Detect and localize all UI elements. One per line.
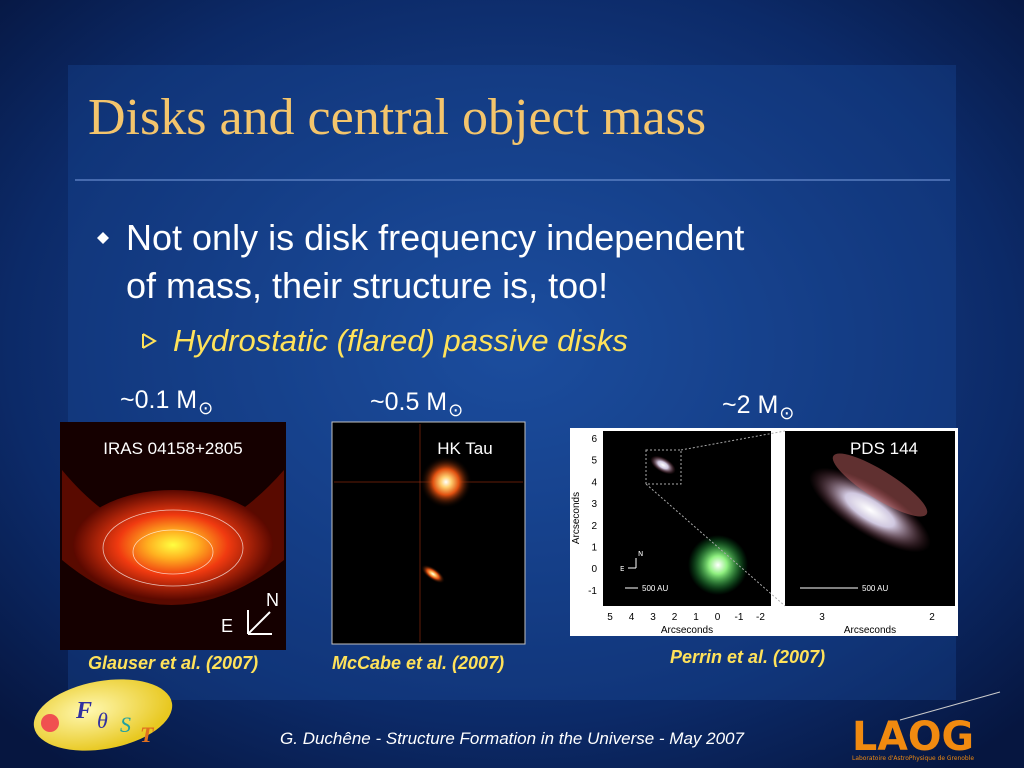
x-tick-label: 3	[819, 612, 825, 623]
x-tick-label: 2	[929, 612, 935, 623]
sun-symbol: ⊙	[779, 403, 794, 423]
x-tick-label: 4	[629, 612, 635, 623]
fost-letter: S	[120, 712, 131, 737]
y-tick-label: 2	[591, 521, 597, 532]
fost-dot	[41, 714, 59, 732]
y-tick-label: 0	[591, 564, 597, 575]
image-left	[603, 431, 771, 606]
y-axis-label: Arcseconds	[571, 492, 582, 544]
x-axis-label: Arcseconds	[661, 625, 713, 636]
fost-letter: θ	[97, 708, 108, 733]
compass-e: E	[620, 565, 624, 573]
title: Disks and central object mass	[88, 89, 706, 146]
sub-bullet-arrow	[142, 333, 157, 349]
x-tick-label: 5	[607, 612, 613, 623]
image-name: IRAS 04158+2805	[103, 439, 242, 458]
sun-symbol: ⊙	[198, 398, 213, 418]
y-tick-label: 5	[591, 456, 597, 467]
laog-sub: Laboratoire d'AstroPhysique de Grenoble	[852, 755, 974, 762]
zoom-lines	[645, 430, 786, 607]
x-tick-label: 2	[672, 612, 678, 623]
scale-label: 500 AU	[862, 584, 888, 593]
x-tick-label: 3	[650, 612, 656, 623]
image-disk	[809, 467, 931, 553]
image-disk	[421, 564, 445, 584]
y-tick-label: -1	[588, 586, 597, 597]
compass	[247, 610, 272, 635]
image-disk	[650, 455, 676, 475]
x-tick-label: -1	[735, 612, 744, 623]
laog-streak	[899, 691, 1001, 721]
fost-logo	[33, 679, 173, 751]
credit: McCabe et al. (2007)	[332, 653, 504, 673]
image-texture	[73, 490, 273, 600]
compass-n: N	[638, 550, 643, 558]
image-star	[420, 456, 472, 508]
bullet-diamond	[97, 232, 109, 244]
x-tick-label: 0	[715, 612, 721, 623]
mass-label: ~2 M	[722, 391, 778, 419]
bullet-line: Not only is disk frequency independent	[126, 217, 744, 258]
sub-bullet: Hydrostatic (flared) passive disks	[173, 323, 628, 358]
image-name: HK Tau	[437, 439, 492, 458]
laog-logo: LAOG	[852, 714, 974, 760]
fost-letter: F	[75, 698, 92, 724]
compass-n: N	[266, 590, 279, 610]
x-tick-label: -2	[756, 612, 765, 623]
compass	[628, 558, 637, 569]
x-axis-label: Arcseconds	[844, 625, 896, 636]
y-tick-label: 4	[591, 477, 597, 488]
mass-label: ~0.1 M	[120, 386, 197, 414]
y-tick-label: 6	[591, 434, 597, 445]
compass-e: E	[221, 616, 233, 636]
bullet-line: of mass, their structure is, too!	[126, 265, 608, 306]
image-disk	[832, 453, 928, 517]
image-star	[688, 535, 748, 595]
x-tick-label: 1	[693, 612, 699, 623]
zoom-box	[645, 449, 682, 485]
scale-label: 500 AU	[642, 584, 668, 593]
credit: Perrin et al. (2007)	[670, 647, 825, 667]
image-name: PDS 144	[850, 439, 918, 458]
image-contour	[102, 509, 244, 587]
footer: G. Duchêne - Structure Formation in the …	[280, 729, 744, 748]
mass-label: ~0.5 M	[370, 388, 447, 416]
image-hktau	[331, 421, 526, 645]
fost-letter: T	[140, 722, 155, 747]
credit: Glauser et al. (2007)	[88, 653, 258, 673]
sun-symbol: ⊙	[448, 400, 463, 420]
y-tick-label: 3	[591, 499, 597, 510]
y-tick-label: 1	[591, 543, 597, 554]
image-contour	[132, 529, 214, 575]
